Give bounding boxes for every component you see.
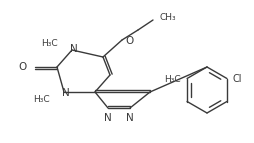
Text: Cl: Cl	[232, 74, 242, 84]
Text: N: N	[70, 44, 77, 54]
Text: H₃C: H₃C	[163, 76, 180, 85]
Text: H₃C: H₃C	[33, 96, 50, 105]
Text: CH₃: CH₃	[159, 13, 176, 22]
Text: N: N	[126, 113, 133, 123]
Text: N: N	[104, 113, 112, 123]
Text: O: O	[19, 62, 27, 72]
Text: O: O	[124, 36, 133, 46]
Text: H₃C: H₃C	[41, 38, 58, 47]
Text: N: N	[62, 88, 70, 98]
